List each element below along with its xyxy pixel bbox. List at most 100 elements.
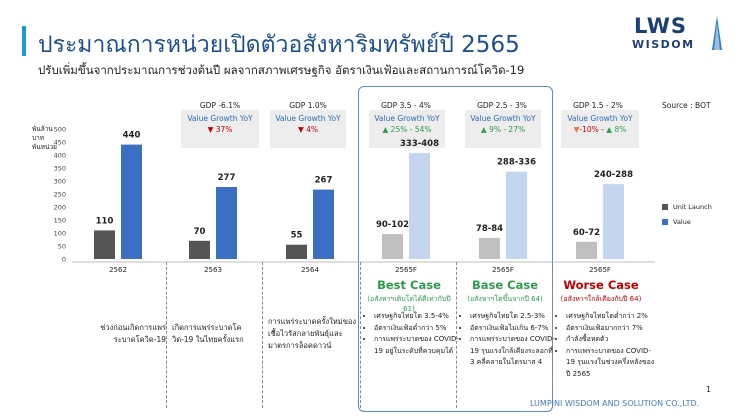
triangle-down-icon: ▼ [207, 125, 214, 134]
legend-label: Unit Launch [673, 203, 712, 211]
case-title-base: Base Case [471, 278, 539, 292]
x-tick-label: 2564 [301, 266, 319, 274]
x-tick-label: 2562 [109, 266, 127, 274]
case-bullets-worse: เศรษฐกิจไทยโตต่ำกว่า 2%อัตราเงินเฟ้อมากก… [556, 311, 656, 380]
triangle-down-icon: ▼ [297, 125, 304, 134]
value-growth-title: Value Growth YoY [374, 114, 440, 123]
bar-data-label: 90-102 [376, 220, 409, 230]
forecast-highlight-frame [358, 86, 553, 412]
value-growth-value: 37% [215, 125, 233, 134]
triangle-down-icon: ▼ [573, 125, 580, 134]
section-divider [456, 262, 457, 408]
title-accent-bar [22, 26, 26, 56]
year-note: เกิดการแพร่ระบาดโควิด-19 ในไทยครั้งแรก [172, 323, 244, 344]
case-subtitle: (อสังหาฯเติบโตได้ดีเท่ากับปี 61) [367, 295, 451, 313]
value-growth-value: -10% - [579, 125, 604, 134]
section-divider [166, 262, 167, 408]
case-bullets-base: เศรษฐกิจไทยโต 2.5-3%อัตราเงินเฟ้อไม่เกิน… [460, 311, 556, 369]
triangle-up-icon: ▲ [382, 125, 389, 134]
legend-item: Value [662, 218, 712, 226]
section-divider [360, 262, 361, 408]
company-logo: LWS WISDOM [628, 14, 728, 54]
y-tick-label: 0 [62, 256, 66, 264]
value-growth-box: Value Growth YoY ▼-10% - ▲ 8% [561, 110, 639, 148]
page-number: 1 [706, 385, 712, 394]
bar-data-label: 55 [291, 231, 303, 241]
triangle-up-icon: ▲ [480, 125, 487, 134]
unit-launch-bar [286, 244, 307, 259]
tower-logo-icon [712, 16, 722, 50]
bar-data-label: 60-72 [573, 228, 600, 238]
gdp-label: GDP -6.1% [199, 101, 241, 110]
legend-item: Unit Launch [662, 203, 712, 211]
case-bullet-item: อัตราเงินเฟ้อมากกว่า 7% [566, 323, 656, 335]
section-divider [262, 262, 263, 408]
unit-launch-bar [94, 230, 115, 259]
bar-data-label: 440 [123, 131, 141, 141]
bar-data-label: 333-408 [400, 139, 439, 149]
case-bullets-best: เศรษฐกิจไทยโต 3.5-4%อัตราเงินเฟ้อต่ำกว่า… [364, 311, 460, 357]
case-subtitle: (อสังหาฯใกล้เคียงกับปี 64) [560, 295, 642, 303]
footer-company: LUMPINI WISDOM AND SOLUTION CO.,LTD. [530, 399, 700, 408]
y-tick-label: 250 [54, 191, 66, 199]
value-bar [603, 184, 624, 259]
bar-data-label: 288-336 [497, 158, 536, 168]
case-title-worse: Worse Case [563, 278, 639, 292]
x-tick-label: 2565F [589, 266, 611, 274]
y-tick-label: 50 [58, 243, 66, 251]
bar-data-label: 267 [315, 176, 333, 186]
y-axis-unit-label: พันล้านบาท พันหน่วย [32, 125, 57, 151]
value-growth-box: Value Growth YoY ▲ 25% - 54% [369, 110, 445, 148]
value-growth-value: 4% [306, 125, 319, 134]
case-subtitle: (อสังหาฯโตขึ้นจากปี 64) [467, 295, 543, 303]
value-growth-title: Value Growth YoY [275, 114, 341, 123]
y-tick-label: 300 [54, 178, 66, 186]
y-tick-label: 450 [54, 139, 66, 147]
value-bar [409, 152, 430, 259]
value-bar [313, 189, 334, 259]
year-note: การแพร่ระบาดครั้งใหม่ของเชื้อไวรัสกลายพั… [268, 317, 357, 350]
gdp-label: GDP 2.5 - 3% [477, 101, 527, 110]
value-bar [121, 144, 142, 259]
value-growth-title: Value Growth YoY [567, 114, 633, 123]
page-title: ประมาณการหน่วยเปิดตัวอสังหาริมทรัพย์ปี 2… [38, 32, 520, 58]
case-bullet-item: เศรษฐกิจไทยโต 3.5-4% [374, 311, 460, 323]
x-tick-label: 2563 [204, 266, 222, 274]
unit-launch-bar [576, 241, 597, 259]
bar-data-label: 240-288 [594, 170, 633, 180]
triangle-up-icon: ▲ [606, 125, 613, 134]
year-note: ช่วงก่อนเกิดการแพร่ระบาดโควิด-19 [100, 323, 166, 344]
value-growth-box: Value Growth YoY ▼ 4% [270, 110, 346, 148]
value-bar [216, 186, 237, 259]
x-tick-label: 2565F [492, 266, 514, 274]
unit-launch-bar [479, 237, 500, 259]
legend-swatch [662, 204, 668, 210]
value-growth-title: Value Growth YoY [187, 114, 253, 123]
legend-label: Value [673, 218, 691, 226]
bar-data-label: 78-84 [476, 224, 503, 234]
value-growth-box: Value Growth YoY ▼ 37% [181, 110, 259, 148]
bar-data-label: 70 [194, 227, 206, 237]
y-tick-label: 150 [54, 217, 66, 225]
legend-swatch [662, 219, 668, 225]
y-tick-label: 100 [54, 230, 66, 238]
x-tick-label: 2565F [395, 266, 417, 274]
case-bullet-item: กำลังซื้อหดตัว [566, 334, 656, 346]
bar-data-label: 277 [218, 173, 236, 183]
case-bullet-item: อัตราเงินเฟ้อไม่เกิน 6-7% [470, 323, 556, 335]
chart-legend: Unit Launch Value [662, 203, 712, 233]
source-note: Source : BOT [662, 101, 711, 110]
case-bullet-item: การแพร่ระบาดของ COVID-19 อยู่ในระดับที่ค… [374, 334, 460, 357]
case-bullet-item: การแพร่ระบาดของ COVID-19 รุนแรงในช่วงครึ… [566, 346, 656, 381]
case-title-best: Best Case [377, 278, 441, 292]
case-bullet-item: เศรษฐกิจไทยโตต่ำกว่า 2% [566, 311, 656, 323]
bar-data-label: 110 [96, 216, 114, 226]
logo-text-line2: WISDOM [632, 38, 695, 51]
x-axis-ticks: 2562 2563 2564 2565F 2565F 2565F [109, 266, 611, 274]
case-bullet-item: การแพร่ระบาดของ COVID-19 รุนแรงใกล้เคียง… [470, 334, 556, 369]
value-growth-title: Value Growth YoY [470, 114, 536, 123]
logo-text-line1: LWS [634, 14, 688, 38]
y-tick-label: 350 [54, 165, 66, 173]
value-growth-value: 9% - 27% [489, 125, 526, 134]
